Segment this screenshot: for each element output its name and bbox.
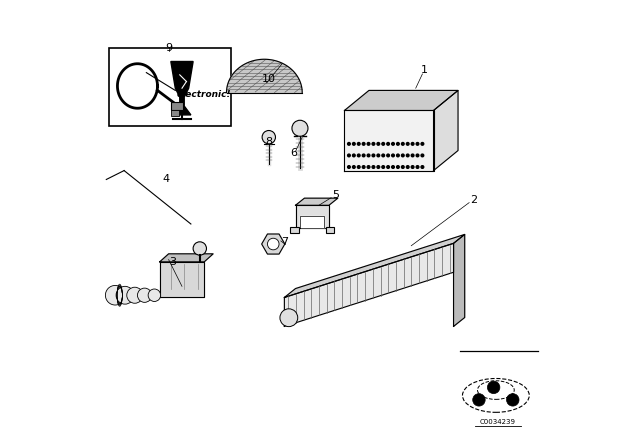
Circle shape [292, 120, 308, 136]
Circle shape [362, 142, 365, 145]
Circle shape [416, 142, 419, 145]
Circle shape [348, 166, 350, 168]
Circle shape [348, 142, 350, 145]
Circle shape [193, 242, 207, 255]
Circle shape [387, 142, 390, 145]
Bar [290, 227, 299, 233]
Circle shape [421, 154, 424, 157]
Circle shape [280, 309, 298, 327]
Polygon shape [262, 234, 285, 254]
Ellipse shape [477, 381, 514, 399]
Circle shape [406, 154, 409, 157]
Polygon shape [433, 90, 458, 171]
Circle shape [392, 154, 394, 157]
Circle shape [401, 142, 404, 145]
Circle shape [362, 154, 365, 157]
Circle shape [506, 394, 519, 406]
Circle shape [392, 166, 394, 168]
Circle shape [397, 142, 399, 145]
Text: 6: 6 [290, 148, 297, 158]
Circle shape [488, 381, 500, 394]
Circle shape [367, 154, 370, 157]
Polygon shape [284, 234, 465, 297]
Polygon shape [284, 243, 454, 327]
Circle shape [127, 287, 143, 303]
Circle shape [367, 166, 370, 168]
Circle shape [357, 142, 360, 145]
Circle shape [367, 142, 370, 145]
Polygon shape [296, 198, 338, 205]
Text: 5: 5 [332, 190, 339, 200]
Polygon shape [227, 59, 302, 93]
Circle shape [138, 288, 152, 302]
Polygon shape [344, 111, 433, 171]
Circle shape [353, 142, 355, 145]
Circle shape [401, 166, 404, 168]
Bar [326, 227, 335, 233]
Text: 7: 7 [281, 237, 288, 247]
Circle shape [372, 166, 375, 168]
Text: 2: 2 [470, 194, 477, 205]
Circle shape [372, 154, 375, 157]
Polygon shape [344, 90, 458, 111]
Circle shape [353, 166, 355, 168]
Text: 4: 4 [163, 174, 170, 185]
Polygon shape [171, 61, 193, 115]
Circle shape [401, 154, 404, 157]
Circle shape [412, 166, 414, 168]
Circle shape [397, 166, 399, 168]
Circle shape [387, 154, 390, 157]
Bar [171, 103, 183, 111]
Circle shape [406, 142, 409, 145]
Text: electronic!: electronic! [177, 90, 232, 99]
Circle shape [382, 166, 385, 168]
Circle shape [416, 166, 419, 168]
Circle shape [262, 130, 275, 144]
Circle shape [473, 394, 485, 406]
Circle shape [357, 166, 360, 168]
Circle shape [377, 154, 380, 157]
Circle shape [392, 142, 394, 145]
Circle shape [406, 166, 409, 168]
Circle shape [362, 166, 365, 168]
Circle shape [412, 142, 414, 145]
Circle shape [421, 166, 424, 168]
Circle shape [382, 154, 385, 157]
Polygon shape [160, 262, 204, 297]
Circle shape [416, 154, 419, 157]
Circle shape [387, 166, 390, 168]
Text: C0034239: C0034239 [480, 419, 516, 425]
Text: 10: 10 [262, 74, 276, 84]
Circle shape [377, 166, 380, 168]
Circle shape [421, 142, 424, 145]
Text: 9: 9 [165, 43, 172, 53]
Circle shape [377, 142, 380, 145]
Circle shape [357, 154, 360, 157]
Text: 1: 1 [421, 65, 428, 75]
Polygon shape [300, 216, 324, 228]
Polygon shape [454, 234, 465, 327]
Circle shape [106, 285, 125, 305]
Circle shape [382, 142, 385, 145]
Bar [171, 110, 179, 116]
Text: 8: 8 [265, 137, 273, 146]
Polygon shape [296, 205, 329, 228]
Circle shape [372, 142, 375, 145]
Ellipse shape [463, 379, 529, 412]
Text: 3: 3 [170, 257, 177, 267]
Bar [109, 48, 231, 126]
Circle shape [348, 154, 350, 157]
Circle shape [148, 289, 161, 302]
Circle shape [268, 238, 279, 250]
Circle shape [353, 154, 355, 157]
Circle shape [397, 154, 399, 157]
Circle shape [116, 286, 134, 304]
Circle shape [412, 154, 414, 157]
Polygon shape [160, 254, 213, 262]
